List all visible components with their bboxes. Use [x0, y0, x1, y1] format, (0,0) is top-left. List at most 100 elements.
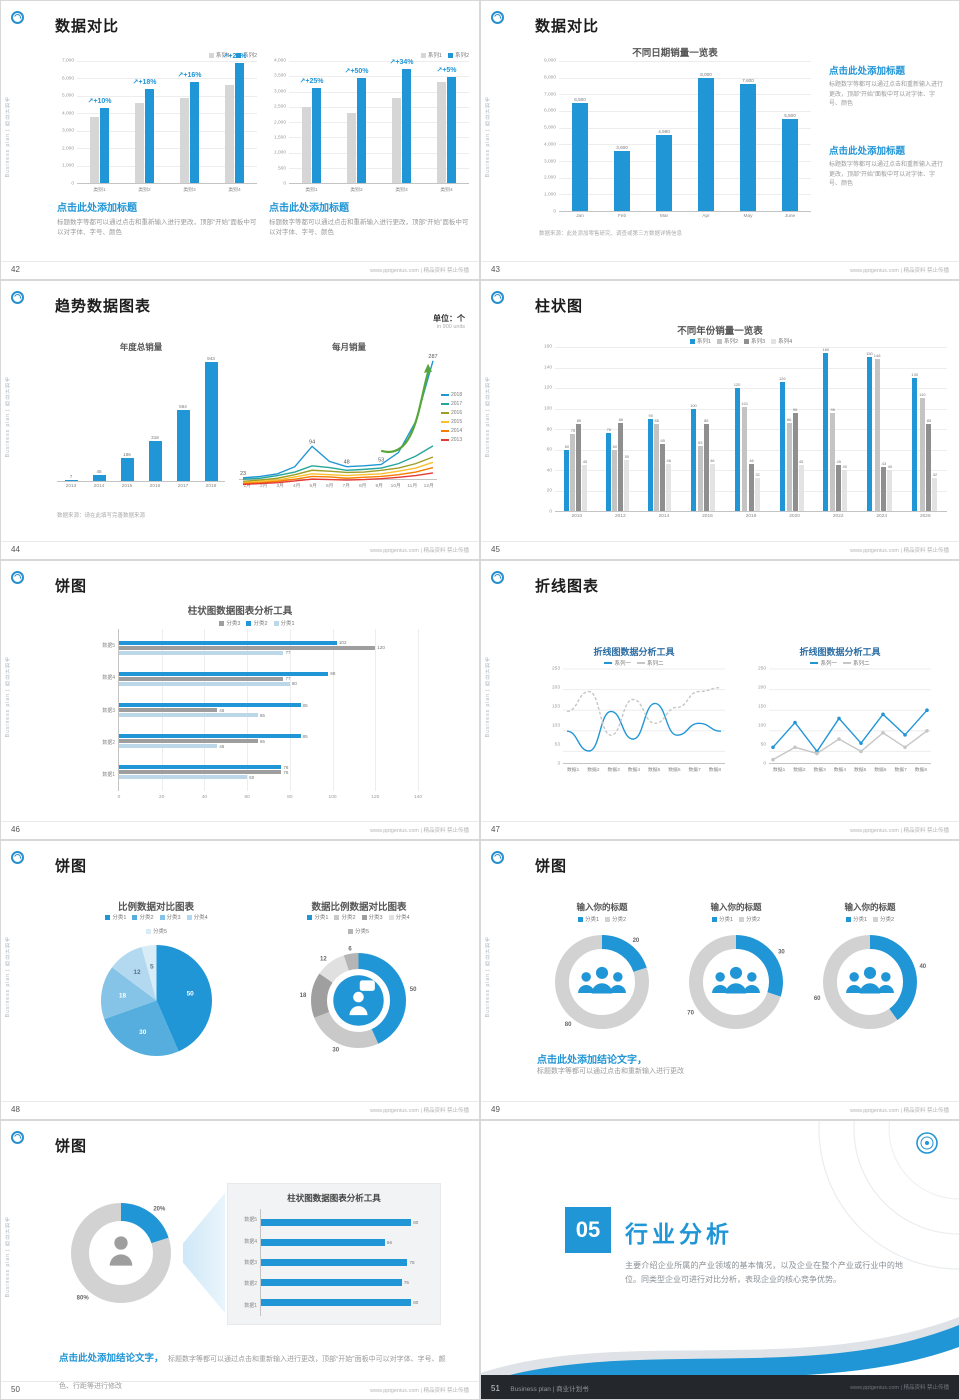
chart-title: 年度总销量 — [119, 342, 163, 352]
section-number: 05 — [565, 1207, 611, 1253]
footer-url: www.pptgenius.com | 精品资料 禁止传播 — [850, 828, 949, 834]
chart-title: 折线图数据分析工具 — [799, 647, 881, 657]
conclusion-heading: 点击此处添加结论文字， — [537, 1055, 647, 1066]
caption-block-left: 点击此处添加标题 标题数字等都可以通过点击和重新输入进行更改，顶部“开始”面板中… — [57, 199, 257, 239]
svg-text:12: 12 — [133, 969, 141, 976]
svg-text:18: 18 — [119, 992, 127, 999]
conclusion-heading: 点击此处添加结论文字， — [59, 1353, 164, 1364]
svg-text:287: 287 — [428, 354, 437, 360]
svg-text:50: 50 — [410, 987, 417, 993]
side-watermark: Business plan | 商业计划书 — [485, 96, 491, 178]
svg-text:23: 23 — [240, 471, 246, 477]
slide-title: 折线图表 — [535, 578, 600, 595]
caption-block-bottom: 点击此处添加标题 标题数字等都可以通过点击和重新输入进行更改，顶部“开始”面板中… — [829, 143, 943, 190]
slide-title: 趋势数据图表 — [55, 298, 152, 315]
slide-46[interactable]: Business plan | 商业计划书 饼图 柱状图数据图表分析工具 分类3… — [1, 561, 479, 839]
page-number: 43 — [491, 265, 500, 274]
panel-horizontal-bar-chart: 数据5 数据4 数据3 数据2 数据1 80 66 78 75 80 — [238, 1209, 430, 1316]
footer-url: www.pptgenius.com | 精品资料 禁止传播 — [370, 828, 469, 834]
caption-heading: 点击此处添加标题 — [269, 203, 349, 214]
footer-url: www.pptgenius.com | 精品资料 禁止传播 — [370, 548, 469, 554]
caption-body: 标题数字等都可以通过点击和重新输入进行更改，顶部“开始”面板中可以对字体、字号、… — [829, 162, 944, 188]
slide-43[interactable]: Business plan | 商业计划书 数据对比 不同日期销量一览表 9,0… — [481, 1, 959, 279]
svg-text:48: 48 — [344, 460, 350, 466]
svg-text:18: 18 — [300, 992, 307, 998]
brand-logo-icon — [491, 11, 504, 24]
chart-title: 数据比例数据对比图表 — [311, 902, 407, 913]
chart-title: 不同日期销量一览表 — [632, 48, 718, 59]
svg-text:5: 5 — [150, 963, 154, 970]
slide-42[interactable]: Business plan | 商业计划书 数据对比 系列1 系列2 7,000 6,… — [1, 1, 479, 279]
svg-text:50: 50 — [187, 990, 195, 997]
brand-logo-icon — [491, 291, 504, 304]
footer-divider — [481, 261, 959, 262]
monthly-sales-line-chart: 23 94 48 53 287 2018 2017 2016 2015 2014 2013 1月 2月 3… — [239, 353, 463, 489]
side-watermark: Business plan | 商业计划书 — [485, 376, 491, 458]
slide-50[interactable]: Business plan | 商业计划书 饼图 20% 80% 柱状图数据图表分… — [1, 1121, 479, 1399]
footer-url: www.pptgenius.com | 精品资料 禁止传播 — [850, 548, 949, 554]
page-number: 51 — [491, 1384, 500, 1393]
data-source-note: 数据来源：请在此填写完善数据来源 — [57, 513, 146, 519]
annual-sales-bar-chart: 7 45 186 318 564 943 2013 2014 2015 2016 2017 2018 — [57, 355, 225, 489]
page-number: 49 — [491, 1105, 500, 1114]
horizontal-bar-chart: 分类3 分类2 分类1 数据5 数据4 数据3 数据2 数据1 0 20 40 60 80 100 120 1… — [102, 620, 423, 800]
section-title: 行业分析 — [625, 1221, 733, 1247]
conclusion-body: 标题数字等都可以通过点击和重新输入进行更改 — [537, 1068, 684, 1075]
slide-title: 饼图 — [55, 578, 88, 595]
bar-panel: 柱状图数据图表分析工具 数据5 数据4 数据3 数据2 数据1 80 66 78 75 80 — [227, 1183, 441, 1325]
slide-47[interactable]: Business plan | 商业计划书 折线图表 折线图数据分析工具 系列一… — [481, 561, 959, 839]
unit-note: 单位：个 in 900 units — [433, 313, 465, 330]
svg-text:20: 20 — [633, 938, 640, 944]
slide-title: 饼图 — [55, 858, 88, 875]
svg-text:60: 60 — [814, 996, 821, 1002]
brand-logo-icon — [11, 11, 24, 24]
donut-chart-2: 分类1 分类2 30 70 — [673, 915, 799, 1039]
footer-url: www.pptgenius.com | 精品资料 禁止传播 — [850, 1108, 949, 1114]
brand-logo-icon — [491, 851, 504, 864]
footer-divider — [1, 1381, 479, 1382]
slide-48[interactable]: Business plan | 商业计划书 饼图 比例数据对比图表 分类1 分类2… — [1, 841, 479, 1119]
svg-text:20%: 20% — [153, 1207, 166, 1213]
chart-title: 比例数据对比图表 — [117, 902, 194, 913]
slide-44[interactable]: Business plan | 商业计划书 趋势数据图表 单位：个 in 900… — [1, 281, 479, 559]
footer-url: www.pptgenius.com | 精品资料 禁止传播 — [370, 1388, 469, 1394]
chart-title: 柱状图数据图表分析工具 — [287, 1193, 381, 1203]
ratio-donut-chart: 20% 80% — [61, 1189, 181, 1317]
proportion-pie-chart: 分类1 分类2 分类3 分类4 分类5 50 30 18 12 5 — [99, 913, 214, 1063]
data-source-note: 数据来源：此处添加零售研究、调查或第三方数据详情信息 — [539, 231, 683, 237]
page-number: 42 — [11, 265, 20, 274]
slide-49[interactable]: Business plan | 商业计划书 饼图 输入你的标题 分类1 分类2 20… — [481, 841, 959, 1119]
chart-title: 不同年份销量一览表 — [677, 326, 763, 337]
footer-divider — [1, 1101, 479, 1102]
conclusion-block: 点击此处添加结论文字， 标题数字等都可以通过点击和重新输入进行更改 — [537, 1051, 917, 1078]
slide-45[interactable]: Business plan | 商业计划书 柱状图 不同年份销量一览表 系列1 系… — [481, 281, 959, 559]
yearly-grouped-bar-chart: 系列1 系列2 系列3 系列4 160 140 120 100 80 60 40 20 0 60 75 85 4… — [535, 337, 947, 519]
daily-sales-bar-chart: 9,000 8,000 7,000 6,000 5,000 4,000 3,000 2,000… — [539, 59, 811, 219]
brand-logo-icon — [11, 1131, 24, 1144]
caption-heading: 点击此处添加标题 — [57, 203, 137, 214]
caption-body: 标题数字等都可以通过点击和重新输入进行更改，顶部“开始”面板中可以对字体、字号、… — [57, 219, 257, 237]
footer-url: www.pptgenius.com | 精品资料 禁止传播 — [850, 268, 949, 274]
footer-divider — [1, 541, 479, 542]
svg-text:40: 40 — [919, 964, 926, 970]
svg-text:70: 70 — [687, 1011, 694, 1017]
slide-51[interactable]: 05 行业分析 主要介绍企业所属的产业领域的基本情况，以及企业在整个产业或行业中… — [481, 1121, 959, 1399]
svg-text:12: 12 — [320, 956, 327, 962]
svg-text:53: 53 — [378, 458, 384, 464]
side-watermark: Business plan | 商业计划书 — [5, 1216, 11, 1298]
svg-text:30: 30 — [332, 1047, 339, 1053]
slide-title: 数据对比 — [55, 18, 120, 35]
brand-logo-icon — [11, 571, 24, 584]
conclusion-block: 点击此处添加结论文字， 标题数字等都可以通过点击和重新输入进行更改，顶部“开始”… — [59, 1343, 449, 1397]
side-watermark: Business plan | 商业计划书 — [5, 376, 11, 458]
page-number: 46 — [11, 825, 20, 834]
section-description: 主要介绍企业所属的产业领域的基本情况，以及企业在整个产业或行业中的地位。同类型企… — [625, 1261, 903, 1285]
unit-label: 单位：个 — [433, 314, 465, 323]
svg-text:6: 6 — [348, 946, 352, 952]
page-number: 44 — [11, 545, 20, 554]
page-number: 48 — [11, 1105, 20, 1114]
chart-title: 每月销量 — [331, 342, 366, 352]
side-watermark: Business plan | 商业计划书 — [5, 96, 11, 178]
proportion-donut-chart: 分类1 分类2 分类3 分类4 分类5 50 30 18 12 6 — [299, 914, 417, 1053]
